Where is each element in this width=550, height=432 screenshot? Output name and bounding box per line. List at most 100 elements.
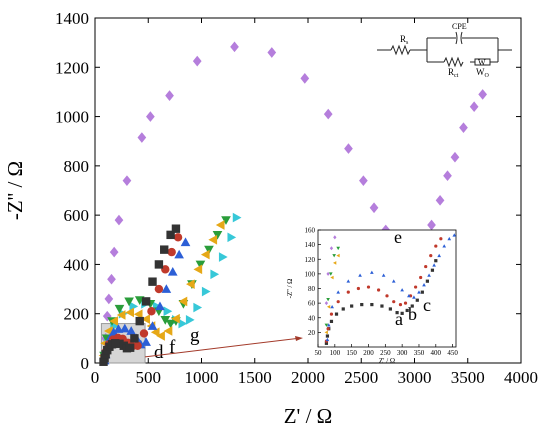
circuit-label-rct: Rct [448,67,459,79]
inset-data-point-a [350,304,354,308]
inset-data-point-c [381,273,386,277]
inset-data-point-a [415,298,419,302]
inset-y-tick-label: 40 [308,314,316,322]
inset-data-point-a [400,311,404,315]
inset-data-point-b [356,286,360,291]
inset-data-point-b [434,244,438,248]
inset-frame [317,229,457,348]
inset-data-point-a [425,279,429,283]
y-tick-label: 400 [64,255,90,274]
data-point-e [107,273,116,285]
data-point-e [137,132,147,143]
circuit-label-rs: Rs [400,34,409,46]
inset-curve-label-e: e [394,227,402,247]
data-point-b [139,329,149,338]
inset-curve-label-a: a [395,309,403,329]
data-point-d [163,326,173,336]
inset-data-point-f [336,246,341,251]
inset-data-point-b [414,285,418,289]
data-point-b [133,341,142,350]
data-point-e [359,175,368,186]
data-point-a [141,297,151,306]
inset-data-point-d [336,253,340,258]
inset-data-point-b [366,285,371,289]
inset-curve-label-b: b [408,304,417,324]
data-point-d [116,310,126,320]
inset-data-point-b [424,264,428,269]
data-point-e [459,122,468,133]
inset-data-point-b [376,288,381,292]
inset-data-point-c [417,290,421,294]
inset-y-tick-label: 100 [305,270,316,278]
data-point-d [186,279,195,289]
data-point-d [125,307,135,318]
data-point-f [114,304,125,314]
data-point-f [221,216,231,225]
inset-data-point-b [403,301,408,305]
inset-x-tick-label: 300 [397,349,408,357]
data-point-a [148,277,157,286]
inset-data-point-a [388,307,392,311]
inset-data-point-b [429,253,433,258]
inset-data-point-e [333,235,337,240]
zoom-arrow [144,337,302,358]
inset-data-point-e [324,301,329,306]
inset-data-point-c [412,295,416,299]
circuit-label-cpe: CPE [452,22,467,31]
data-point-g [227,232,237,243]
inset-data-point-c [391,279,396,283]
inset-series-e [324,235,337,306]
inset-y-tick-label: 80 [308,285,316,293]
data-point-e [114,214,124,226]
y-axis-label: -Z'' / Ω [3,161,27,220]
inset-data-point-c [336,290,341,294]
data-point-g [129,301,139,312]
data-point-e [230,41,239,53]
series-a [99,224,181,366]
data-point-g [232,212,242,223]
inset-data-point-c [346,279,351,283]
data-point-g [185,315,195,325]
inset-y-tick-label: 20 [308,329,316,337]
data-point-c [147,321,158,330]
x-tick-label: 2500 [344,368,378,387]
curve-label-d: d [154,342,164,363]
inset-data-point-c [452,233,457,237]
data-point-c [126,326,137,335]
inset-data-point-b [346,290,350,294]
data-point-f [195,260,206,270]
data-point-d [193,264,203,275]
inset-data-point-b [439,237,443,241]
data-point-c [119,323,130,333]
data-point-g [193,302,203,313]
inset-series-f [324,246,341,327]
data-point-e [443,170,452,182]
circuit-label-wo: WO [476,67,490,79]
data-point-b [154,284,164,294]
data-point-e [344,143,353,154]
inset-y-tick-label: 60 [308,300,316,308]
inset-data-point-c [407,293,411,298]
y-tick-label: 600 [64,206,90,225]
warburg-symbol: W [478,58,486,67]
data-point-g [218,252,228,262]
data-point-g [210,269,220,280]
inset-x-tick-label: 250 [380,349,391,357]
inset-data-point-a [430,268,435,272]
data-point-a [171,224,181,233]
data-point-b [147,307,156,316]
inset-data-point-a [329,319,334,324]
inset-data-point-f [332,254,336,258]
data-point-d [150,327,160,338]
inset-data-point-c [400,288,404,292]
data-point-c [174,249,184,259]
y-tick-label: 200 [64,305,90,324]
x-axis-label: Z' / Ω [284,404,333,428]
data-point-c [167,266,178,276]
resistor-rct [443,56,464,68]
data-point-g [163,306,173,317]
equivalent-circuit-diagram: W Rs CPE Rct WO [377,22,512,79]
inset-data-point-b [385,294,389,298]
data-point-e [122,175,132,186]
